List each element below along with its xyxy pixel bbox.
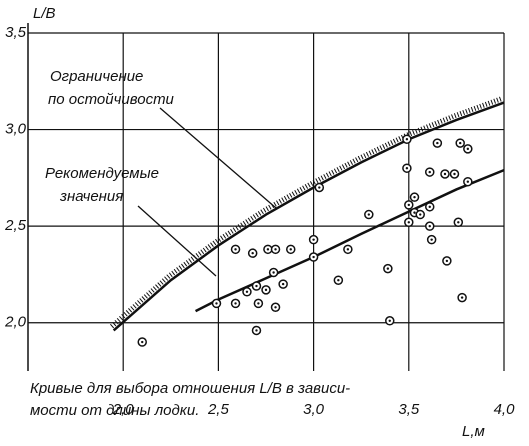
point-center (405, 138, 409, 141)
point-center (337, 279, 340, 282)
point-center (430, 238, 433, 241)
point-center (245, 290, 249, 294)
point-center (346, 248, 350, 251)
point-center (272, 271, 275, 274)
y-tick-label: 2,0 (4, 314, 27, 331)
point-center (255, 284, 258, 288)
point-center (428, 224, 431, 228)
point-center (234, 302, 237, 305)
hatching (110, 96, 503, 329)
x-axis-label: L,м (462, 423, 485, 440)
x-tick-label: 3,5 (398, 401, 420, 418)
curve (194, 168, 505, 313)
point-center (367, 213, 371, 216)
point-center (413, 195, 416, 199)
point-center (459, 141, 462, 145)
annotation: по остойчивости (48, 91, 175, 108)
caption: мости от длины лодки. (30, 402, 199, 419)
point-center (407, 203, 410, 207)
point-center (405, 167, 409, 170)
point-center (251, 251, 254, 255)
point-center (407, 221, 410, 224)
point-center (466, 180, 470, 183)
x-tick-label: 4,0 (494, 401, 516, 418)
leader-line (137, 205, 217, 277)
annotation: значения (59, 188, 123, 205)
point-center (453, 172, 456, 176)
y-tick-label: 3,5 (5, 24, 27, 41)
point-center (215, 302, 218, 305)
y-tick-label: 3,0 (5, 121, 27, 138)
point-center (419, 213, 422, 216)
point-center (264, 288, 268, 292)
y-tick-label: 2,5 (4, 217, 27, 234)
point-center (274, 248, 277, 251)
curve (112, 101, 505, 332)
x-tick-label: 3,0 (303, 401, 325, 418)
point-center (257, 302, 260, 305)
point-center (234, 248, 237, 251)
x-tick-label: 2,0 (112, 401, 135, 418)
point-center (141, 340, 144, 344)
point-center (428, 205, 431, 209)
point-center (318, 186, 321, 189)
point-center (428, 170, 431, 174)
point-center (289, 248, 292, 251)
point-center (281, 282, 285, 286)
point-center (443, 172, 447, 176)
point-center (386, 267, 390, 270)
point-center (457, 221, 460, 224)
annotation: Рекомендуемые (45, 165, 159, 182)
annotation: Ограничение (50, 68, 143, 85)
point-center (255, 329, 258, 332)
caption: Кривые для выбора отношения L/B в зависи… (30, 380, 350, 397)
y-axis-label: L/B (33, 5, 56, 22)
point-center (445, 259, 449, 263)
point-center (388, 319, 391, 322)
point-center (266, 248, 270, 251)
point-center (413, 211, 416, 214)
point-center (466, 147, 470, 151)
point-center (274, 306, 277, 309)
point-center (460, 296, 464, 299)
point-center (312, 255, 315, 259)
point-center (436, 141, 439, 145)
point-center (312, 238, 315, 241)
x-tick-label: 2,5 (207, 401, 230, 418)
